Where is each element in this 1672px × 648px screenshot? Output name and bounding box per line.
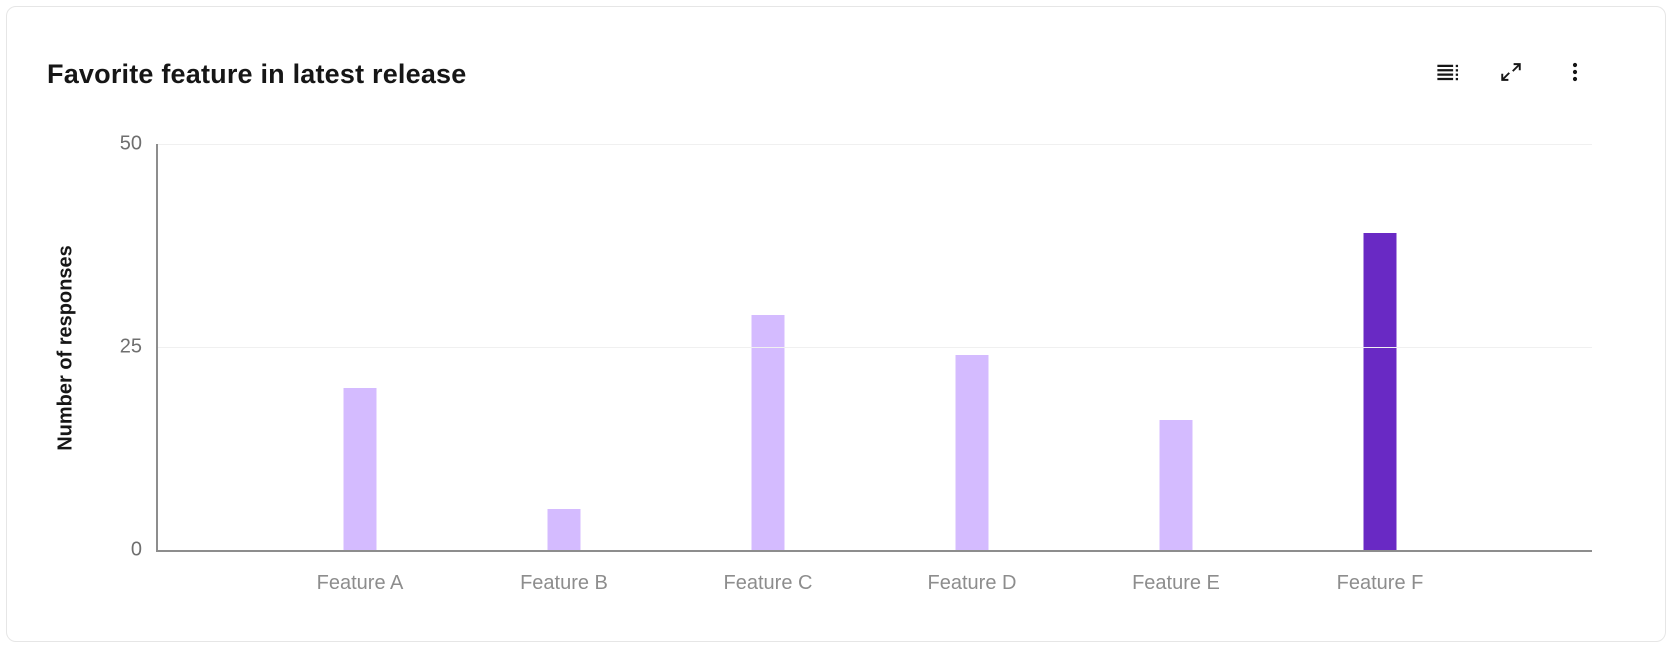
bar-feature-e[interactable]	[1159, 420, 1193, 550]
band-feature-a	[258, 144, 462, 550]
band-feature-f	[1278, 144, 1482, 550]
band-feature-e	[1074, 144, 1278, 550]
x-axis-labels: Feature A Feature B Feature C Feature D Feat…	[258, 572, 1482, 595]
overflow-menu-icon	[1561, 58, 1589, 89]
y-tick-0: 0	[130, 538, 142, 561]
x-label-feature-e: Feature E	[1132, 572, 1220, 594]
y-tick-50: 50	[119, 132, 142, 155]
bar-feature-b[interactable]	[547, 509, 581, 550]
gridline-50	[158, 144, 1592, 145]
bar-feature-c[interactable]	[751, 314, 785, 550]
chart-title: Favorite feature in latest release	[47, 59, 467, 89]
overflow-menu-button[interactable]	[1560, 58, 1590, 88]
x-label-feature-f: Feature F	[1336, 572, 1424, 594]
x-label-feature-c: Feature C	[723, 572, 813, 594]
x-label-feature-a: Feature A	[316, 572, 404, 594]
x-label-feature-d: Feature D	[927, 572, 1017, 594]
data-table-icon	[1433, 58, 1461, 89]
y-tick-25: 25	[119, 335, 142, 358]
x-label-feature-b: Feature B	[520, 572, 608, 594]
bars-container	[258, 144, 1482, 550]
maximize-button[interactable]	[1496, 58, 1526, 88]
bar-feature-a[interactable]	[343, 387, 377, 550]
bar-feature-d[interactable]	[955, 355, 989, 550]
bar-feature-f[interactable]	[1363, 233, 1397, 550]
chart-toolbar	[1432, 58, 1590, 88]
gridline-25	[158, 347, 1592, 348]
band-feature-c	[666, 144, 870, 550]
show-data-table-button[interactable]	[1432, 58, 1462, 88]
band-feature-d	[870, 144, 1074, 550]
plot-area: 0 25 50	[120, 133, 1592, 561]
maximize-icon	[1497, 58, 1525, 89]
band-feature-b	[462, 144, 666, 550]
